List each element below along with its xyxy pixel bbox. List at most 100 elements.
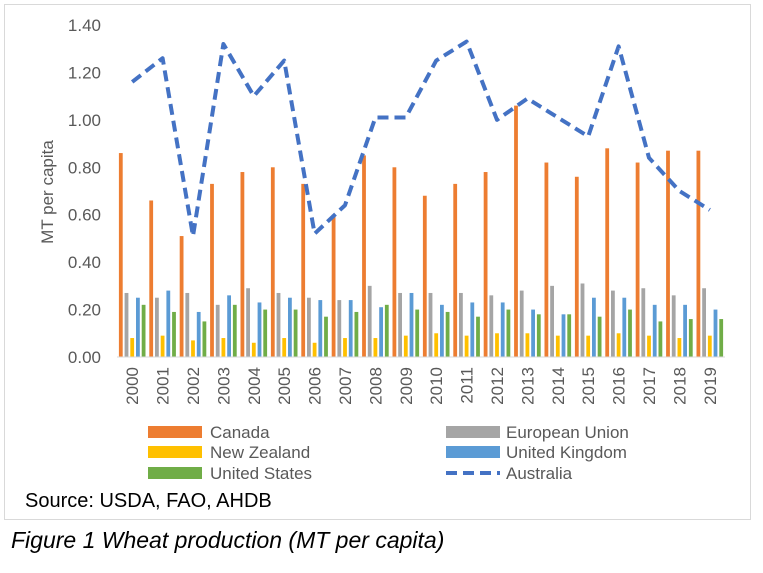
bar-canada-2010 [422, 195, 427, 357]
y-tick-label: 0.80 [68, 158, 101, 177]
x-tick-label: 2014 [549, 367, 568, 405]
bar-new-zealand-2017 [647, 335, 651, 357]
legend-label-european-union: European Union [506, 423, 629, 442]
x-tick-label: 2006 [306, 367, 325, 405]
bar-european-union-2010 [428, 292, 433, 357]
bar-united-kingdom-2000 [136, 297, 140, 357]
x-axis: 2000 2001 2002 2003 2004 2005 2006 2007 2008 2009… [117, 356, 725, 405]
line-series [130, 39, 711, 239]
x-tick-label: 2010 [427, 367, 446, 405]
bar-canada-2014 [544, 162, 549, 357]
y-axis-title: MT per capita [38, 140, 57, 244]
x-tick-label: 2003 [214, 367, 233, 405]
bar-european-union-2007 [337, 300, 342, 357]
bar-new-zealand-2012 [495, 333, 499, 357]
legend-swatch-new-zealand [148, 446, 202, 458]
legend-swatch-canada [148, 426, 202, 438]
bar-united-states-2017 [658, 321, 663, 357]
bar-united-states-2003 [232, 304, 237, 357]
bar-european-union-2013 [519, 290, 524, 357]
x-tick-label: 2012 [488, 367, 507, 405]
source-note: Source: USDA, FAO, AHDB [25, 490, 272, 512]
x-tick-label: 2017 [640, 367, 659, 405]
bar-european-union-2016 [611, 290, 615, 357]
x-tick-label: 2018 [670, 367, 689, 405]
bar-united-kingdom-2001 [166, 290, 171, 357]
legend-label-canada: Canada [210, 423, 270, 442]
bar-european-union-2003 [215, 304, 220, 357]
bar-united-states-2009 [415, 309, 420, 357]
bar-united-states-2007 [354, 311, 359, 357]
bar-new-zealand-2005 [282, 338, 287, 357]
figure-frame: MT per capita 0.00 0.20 0.40 0.60 0.80 1.00 1.… [4, 4, 751, 520]
legend-swatch-united-kingdom [446, 446, 500, 458]
bar-canada-2002 [179, 236, 184, 357]
x-tick-label: 2015 [579, 367, 598, 405]
bar-united-kingdom-2006 [318, 300, 323, 357]
figure-caption: Figure 1 Wheat production (MT per capita… [11, 527, 445, 553]
x-tick-label: 2005 [275, 367, 294, 405]
bar-united-kingdom-2004 [257, 302, 262, 357]
bar-european-union-2009 [398, 292, 402, 357]
bar-new-zealand-2001 [160, 335, 165, 357]
bar-united-states-2012 [506, 309, 511, 357]
bar-new-zealand-2011 [464, 335, 469, 357]
bar-canada-2000 [118, 153, 123, 357]
bar-canada-2019 [696, 150, 701, 357]
bar-european-union-2008 [367, 285, 372, 357]
bar-united-states-2000 [141, 304, 146, 357]
bar-canada-2004 [240, 172, 245, 357]
bar-united-kingdom-2015 [592, 297, 596, 357]
bar-united-states-2019 [719, 319, 724, 357]
bar-united-kingdom-2002 [196, 311, 201, 357]
x-tick-label: 2000 [123, 367, 142, 405]
x-tick-label: 2004 [245, 367, 264, 405]
bar-european-union-2014 [550, 285, 554, 357]
bar-canada-2009 [392, 167, 397, 357]
bar-new-zealand-2014 [555, 335, 560, 357]
bar-united-states-2011 [476, 316, 480, 357]
x-tick-label: 2007 [336, 367, 355, 405]
bar-united-states-2005 [293, 309, 298, 357]
bar-new-zealand-2004 [251, 342, 256, 357]
bar-european-union-2019 [702, 288, 706, 357]
x-tick-label: 2011 [458, 367, 477, 404]
bar-united-states-2016 [628, 309, 632, 357]
bar-european-union-2018 [671, 295, 676, 357]
x-tick-label: 2002 [184, 367, 203, 405]
bar-european-union-2006 [307, 297, 311, 357]
bar-united-kingdom-2013 [531, 309, 535, 357]
y-tick-label: 0.20 [68, 301, 101, 320]
legend: Canada European Union New Zealand United Ki… [148, 423, 629, 483]
bar-european-union-2001 [155, 297, 159, 357]
bar-canada-2003 [210, 183, 214, 357]
bar-new-zealand-2015 [586, 335, 591, 357]
wheat-production-chart: MT per capita 0.00 0.20 0.40 0.60 0.80 1.00 1.… [38, 16, 725, 483]
x-tick-label: 2008 [366, 367, 385, 405]
bar-canada-2011 [453, 183, 458, 357]
legend-label-new-zealand: New Zealand [210, 443, 310, 462]
bar-united-kingdom-2010 [440, 304, 444, 357]
legend-swatch-european-union [446, 426, 500, 438]
bar-european-union-2002 [185, 292, 190, 357]
bar-united-states-2008 [384, 304, 389, 357]
bar-canada-2013 [514, 105, 518, 357]
bar-canada-2012 [483, 172, 488, 357]
x-tick-label: 2019 [701, 367, 720, 405]
bar-united-states-2006 [324, 316, 328, 357]
bar-united-kingdom-2014 [561, 314, 566, 357]
bar-united-kingdom-2005 [288, 297, 292, 357]
y-tick-label: 0.60 [68, 206, 101, 225]
bar-canada-2015 [574, 176, 579, 357]
bar-new-zealand-2018 [677, 338, 682, 357]
bar-canada-2008 [362, 155, 366, 357]
y-tick-label: 0.40 [68, 253, 101, 272]
y-axis-ticks: 0.00 0.20 0.40 0.60 0.80 1.00 1.20 1.40 [68, 16, 101, 367]
bar-united-kingdom-2003 [227, 295, 231, 357]
bar-new-zealand-2016 [616, 333, 621, 357]
bar-united-states-2002 [202, 321, 207, 357]
bar-european-union-2011 [459, 292, 463, 357]
x-tick-label: 2016 [610, 367, 629, 405]
bar-united-states-2001 [172, 311, 176, 357]
x-tick-label: 2013 [518, 367, 537, 405]
